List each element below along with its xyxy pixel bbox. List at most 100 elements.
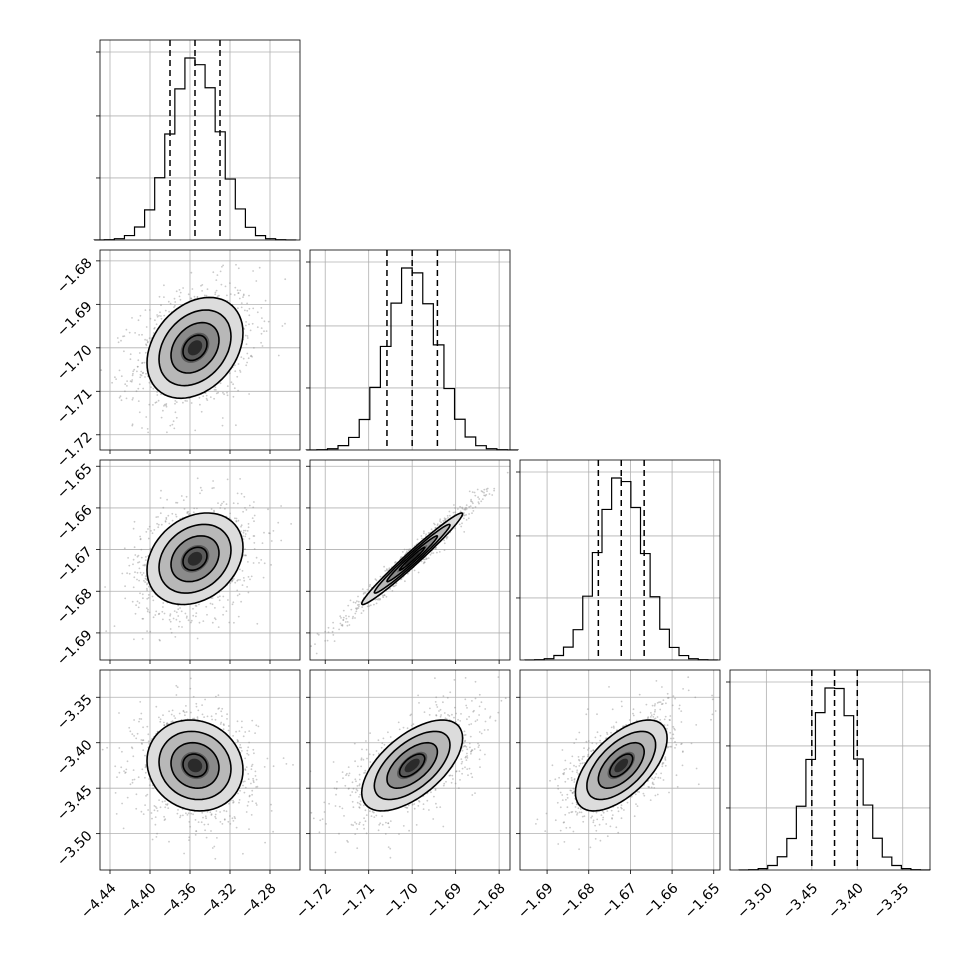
scatter-point	[148, 611, 151, 614]
scatter-point	[211, 603, 214, 606]
scatter-point	[142, 749, 145, 752]
scatter-point	[237, 363, 240, 365]
scatter-point	[118, 747, 121, 749]
scatter-point	[146, 725, 149, 728]
scatter-point	[174, 402, 176, 405]
scatter-point	[132, 755, 135, 758]
scatter-point	[144, 754, 146, 757]
scatter-point	[141, 743, 143, 745]
scatter-point	[225, 610, 228, 612]
scatter-point	[434, 548, 437, 550]
scatter-point	[153, 805, 156, 807]
scatter-point	[216, 274, 219, 276]
scatter-point	[174, 301, 177, 303]
scatter-point	[448, 774, 451, 777]
scatter-point	[255, 802, 257, 805]
scatter-point	[151, 838, 154, 841]
scatter-point	[356, 801, 359, 804]
scatter-point	[126, 796, 129, 799]
scatter-point	[249, 355, 252, 358]
scatter-point	[204, 698, 207, 701]
scatter-point	[328, 802, 330, 805]
scatter-point	[189, 513, 191, 515]
scatter-point	[233, 621, 235, 624]
scatter-point	[255, 724, 258, 727]
scatter-point	[239, 371, 242, 373]
scatter-point	[351, 617, 354, 620]
scatter-point	[135, 390, 138, 393]
scatter-point	[255, 778, 258, 781]
scatter-point	[138, 602, 141, 604]
scatter-point	[175, 611, 178, 614]
scatter-point	[345, 615, 347, 617]
scatter-point	[265, 330, 268, 332]
scatter-point	[171, 720, 174, 723]
scatter-point	[354, 601, 357, 604]
scatter-point	[190, 297, 192, 300]
scatter-point	[493, 487, 496, 490]
scatter-point	[435, 704, 438, 706]
scatter-point	[137, 554, 140, 557]
scatter-point	[132, 370, 135, 373]
scatter-panel-3-1	[306, 669, 511, 874]
scatter-point	[474, 494, 477, 497]
scatter-point	[133, 368, 136, 371]
scatter-point	[179, 298, 182, 301]
scatter-point	[175, 694, 178, 696]
scatter-point	[174, 411, 177, 414]
scatter-point	[204, 829, 207, 832]
scatter-point	[196, 296, 199, 299]
scatter-point	[368, 605, 371, 607]
scatter-point	[156, 315, 159, 318]
scatter-point	[406, 727, 409, 730]
scatter-point	[232, 395, 235, 398]
scatter-point	[214, 815, 217, 818]
scatter-point	[355, 780, 357, 783]
scatter-point	[340, 617, 342, 619]
scatter-point	[173, 297, 176, 300]
scatter-point	[246, 530, 249, 532]
scatter-point	[234, 817, 237, 820]
scatter-point	[356, 607, 358, 609]
scatter-point	[238, 801, 240, 804]
scatter-point	[227, 729, 230, 732]
scatter-point	[458, 523, 461, 526]
density-level-4	[187, 758, 203, 773]
scatter-point	[192, 717, 194, 720]
scatter-point	[152, 404, 154, 406]
scatter-point	[461, 522, 463, 525]
scatter-point	[251, 719, 254, 722]
scatter-point	[195, 615, 197, 618]
scatter-point	[211, 718, 214, 721]
scatter-point	[362, 593, 365, 595]
scatter-point	[187, 293, 190, 296]
scatter-point	[140, 718, 143, 720]
scatter-point	[267, 320, 270, 323]
scatter-point	[423, 561, 426, 564]
scatter-point	[178, 712, 181, 715]
scatter-point	[129, 358, 132, 361]
scatter-point	[139, 535, 142, 538]
scatter-point	[472, 507, 474, 509]
scatter-point	[123, 350, 125, 353]
scatter-point	[244, 768, 247, 771]
scatter-point	[165, 404, 167, 407]
scatter-point	[229, 823, 232, 825]
scatter-point	[263, 531, 265, 534]
scatter-point	[154, 614, 157, 616]
scatter-point	[355, 607, 357, 610]
scatter-point	[352, 601, 355, 604]
scatter-point	[239, 289, 242, 292]
scatter-point	[237, 267, 240, 270]
scatter-point	[263, 320, 266, 323]
scatter-point	[217, 708, 220, 710]
scatter-point	[131, 600, 134, 603]
scatter-point	[250, 765, 253, 768]
scatter-point	[393, 585, 396, 588]
scatter-point	[375, 579, 378, 582]
scatter-point	[377, 752, 380, 755]
scatter-point	[196, 716, 199, 719]
scatter-point	[206, 811, 209, 813]
scatter-point	[155, 401, 158, 403]
scatter-point	[144, 766, 147, 769]
